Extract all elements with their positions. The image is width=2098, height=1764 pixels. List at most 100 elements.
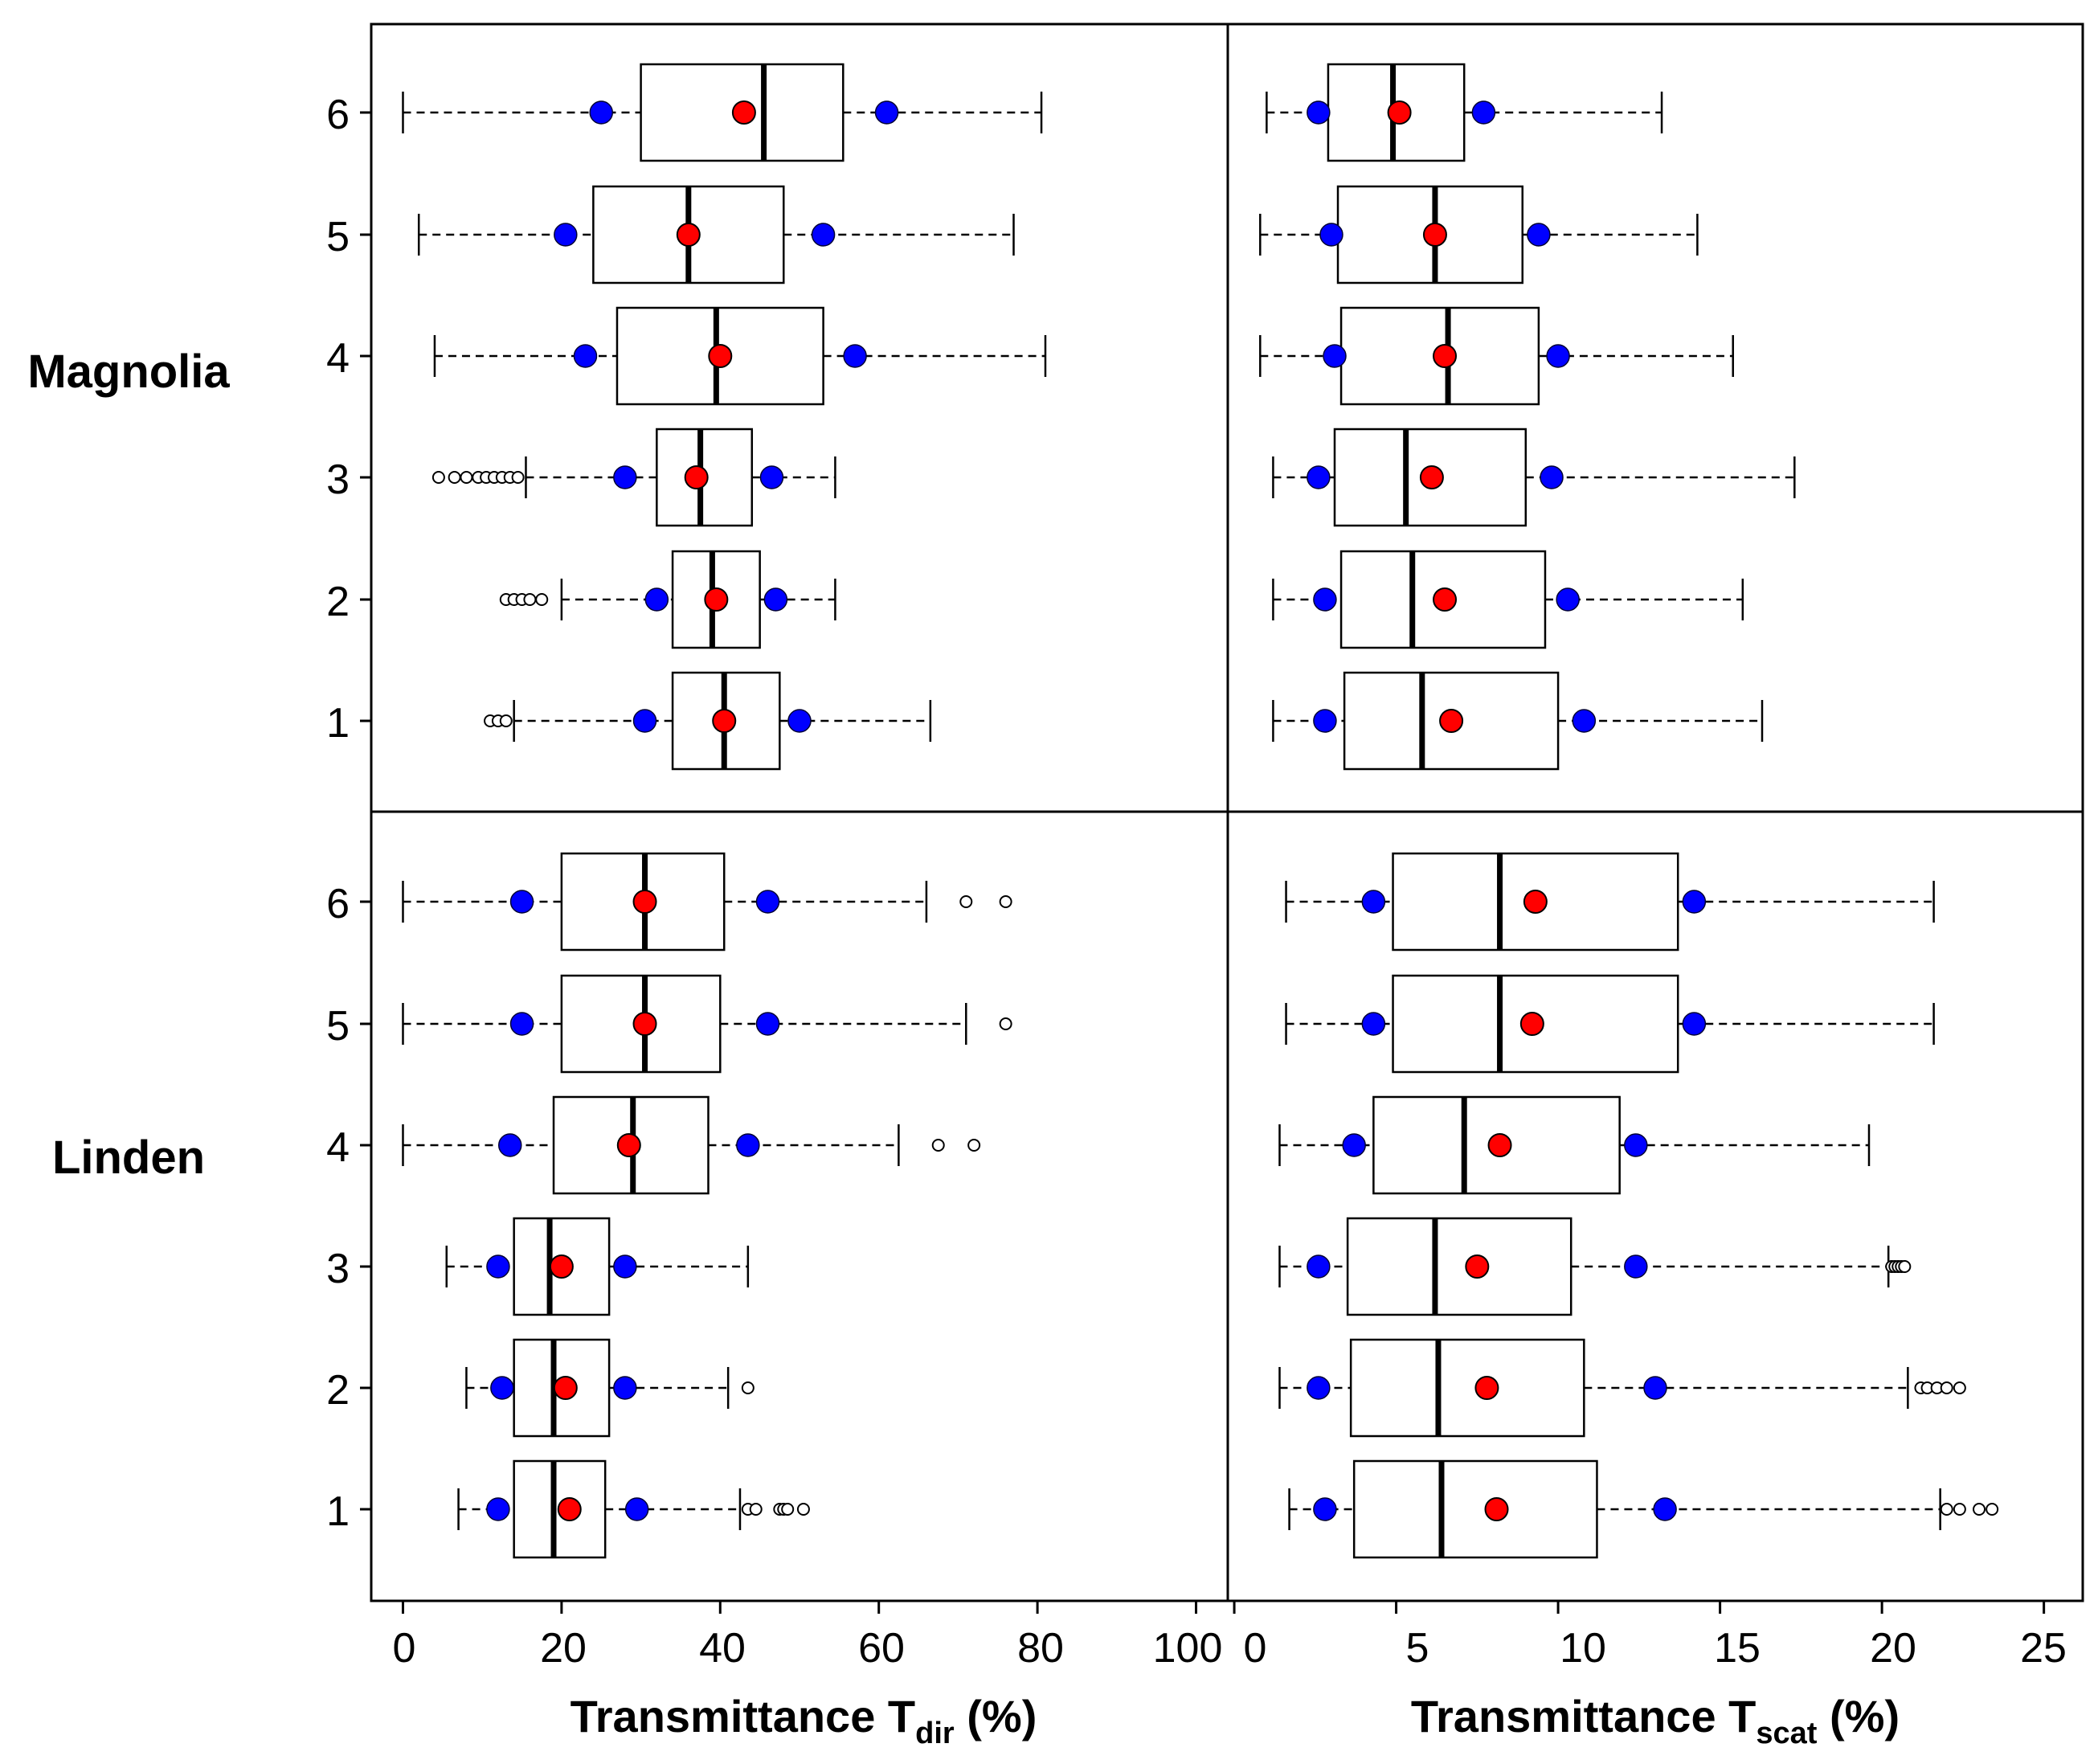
box-iqr bbox=[1339, 306, 1540, 406]
sd-low-point bbox=[497, 1133, 522, 1157]
sd-high-point bbox=[1546, 344, 1570, 368]
box-iqr bbox=[1349, 1338, 1585, 1438]
x-tick-label: 100 bbox=[1153, 1625, 1223, 1672]
sd-low-point bbox=[486, 1254, 510, 1279]
mean-point bbox=[1523, 890, 1548, 914]
outlier-point bbox=[1953, 1381, 1966, 1394]
sd-high-point bbox=[624, 1497, 649, 1521]
x-tick-labels-dir: 0 20 40 60 80 100 bbox=[393, 1625, 1223, 1672]
sd-low-point bbox=[509, 1012, 534, 1036]
mean-point bbox=[557, 1497, 582, 1521]
sd-low-point bbox=[1361, 890, 1386, 914]
x-tick-label: 10 bbox=[1560, 1625, 1606, 1672]
box-group-5 bbox=[465, 1338, 755, 1438]
box-group-1 bbox=[1266, 63, 1663, 162]
panel-linden-tdir bbox=[360, 810, 1229, 1614]
box-group-2 bbox=[1285, 974, 1935, 1074]
y-tick-label: 4 bbox=[326, 335, 350, 382]
sd-high-point bbox=[1643, 1376, 1667, 1400]
sd-low-point bbox=[632, 709, 657, 733]
sd-low-point bbox=[1313, 587, 1337, 612]
outlier-point bbox=[741, 1381, 755, 1394]
mean-point bbox=[1433, 344, 1458, 368]
sd-low-point bbox=[644, 587, 669, 612]
y-tick-labels-top: 6 5 4 3 2 1 bbox=[326, 92, 350, 747]
sd-low-point bbox=[1307, 1376, 1331, 1400]
outlier-point bbox=[967, 1139, 981, 1152]
outlier-point bbox=[1953, 1503, 1966, 1516]
outlier-point bbox=[796, 1503, 810, 1516]
sd-high-point bbox=[1682, 890, 1707, 914]
outlier-point bbox=[959, 895, 973, 908]
x-axis-title-dir: Transmittance Tdir (%) bbox=[571, 1691, 1037, 1750]
box-iqr bbox=[513, 1217, 611, 1316]
sd-low-point bbox=[490, 1376, 514, 1400]
x-tick-label: 25 bbox=[2020, 1625, 2067, 1672]
panel-magnolia-tscat bbox=[1226, 23, 2084, 813]
box-group-5 bbox=[1278, 1338, 1966, 1438]
y-tick-label: 1 bbox=[326, 700, 350, 747]
mean-point bbox=[1387, 100, 1412, 125]
outlier-point bbox=[460, 471, 473, 484]
mean-point bbox=[1419, 465, 1444, 489]
outlier-point bbox=[749, 1503, 763, 1516]
box-group-1 bbox=[1285, 852, 1935, 952]
outlier-point bbox=[781, 1503, 795, 1516]
mean-point bbox=[1484, 1497, 1509, 1521]
outlier-point bbox=[1898, 1260, 1912, 1273]
box-group-2 bbox=[402, 974, 1012, 1074]
y-tick-label: 1 bbox=[326, 1488, 350, 1535]
box-group-2 bbox=[417, 185, 1015, 284]
y-tick-label: 5 bbox=[326, 214, 350, 260]
sd-high-point bbox=[755, 1012, 780, 1036]
y-tick-label: 6 bbox=[326, 881, 350, 927]
box-group-1 bbox=[402, 63, 1043, 162]
sd-high-point bbox=[755, 890, 780, 914]
box-group-4 bbox=[1278, 1217, 1912, 1316]
y-tick-labels-bottom: 6 5 4 3 2 1 bbox=[326, 881, 350, 1535]
outlier-point bbox=[511, 471, 525, 484]
box-group-2 bbox=[1259, 185, 1699, 284]
mean-point bbox=[712, 709, 737, 733]
sd-low-point bbox=[1307, 100, 1331, 125]
y-tick-label: 6 bbox=[326, 92, 350, 138]
mean-point bbox=[1465, 1254, 1490, 1279]
outlier-point bbox=[499, 714, 513, 727]
sd-high-point bbox=[874, 100, 899, 125]
sd-low-point bbox=[1323, 344, 1347, 368]
box-group-3 bbox=[402, 1095, 981, 1195]
mean-point bbox=[684, 465, 709, 489]
y-tick-label: 3 bbox=[326, 456, 350, 503]
row-label-linden: Linden bbox=[52, 1132, 205, 1184]
panel-magnolia-tdir bbox=[360, 23, 1229, 813]
sd-low-point bbox=[1313, 1497, 1337, 1521]
row-label-magnolia: Magnolia bbox=[27, 346, 230, 398]
x-axis-title-scat: Transmittance Tscat (%) bbox=[1411, 1691, 1900, 1750]
mean-point bbox=[676, 223, 701, 247]
sd-low-point bbox=[486, 1497, 510, 1521]
mean-point bbox=[1439, 709, 1464, 733]
outlier-point bbox=[431, 471, 445, 484]
x-tick-label: 15 bbox=[1714, 1625, 1761, 1672]
mean-point bbox=[1519, 1012, 1544, 1036]
sd-high-point bbox=[1624, 1254, 1648, 1279]
mean-point bbox=[1487, 1133, 1512, 1157]
y-tick-label: 5 bbox=[326, 1003, 350, 1050]
box-group-5 bbox=[1272, 550, 1744, 649]
mean-point bbox=[1474, 1376, 1499, 1400]
sd-high-point bbox=[1527, 223, 1551, 247]
outlier-point bbox=[999, 1017, 1012, 1030]
box-group-4 bbox=[445, 1217, 750, 1316]
x-tick-labels-scat: 0 5 10 15 20 25 bbox=[1244, 1625, 2067, 1672]
sd-high-point bbox=[787, 709, 812, 733]
y-tick-label: 2 bbox=[326, 1367, 350, 1414]
x-tick-label: 20 bbox=[1870, 1625, 1916, 1672]
mean-point bbox=[708, 344, 733, 368]
x-tick-label: 0 bbox=[1244, 1625, 1267, 1672]
sd-low-point bbox=[1319, 223, 1343, 247]
outlier-point bbox=[999, 895, 1012, 908]
box-group-4 bbox=[1272, 428, 1796, 527]
outlier-point bbox=[1940, 1381, 1953, 1394]
sd-high-point bbox=[1471, 100, 1496, 125]
